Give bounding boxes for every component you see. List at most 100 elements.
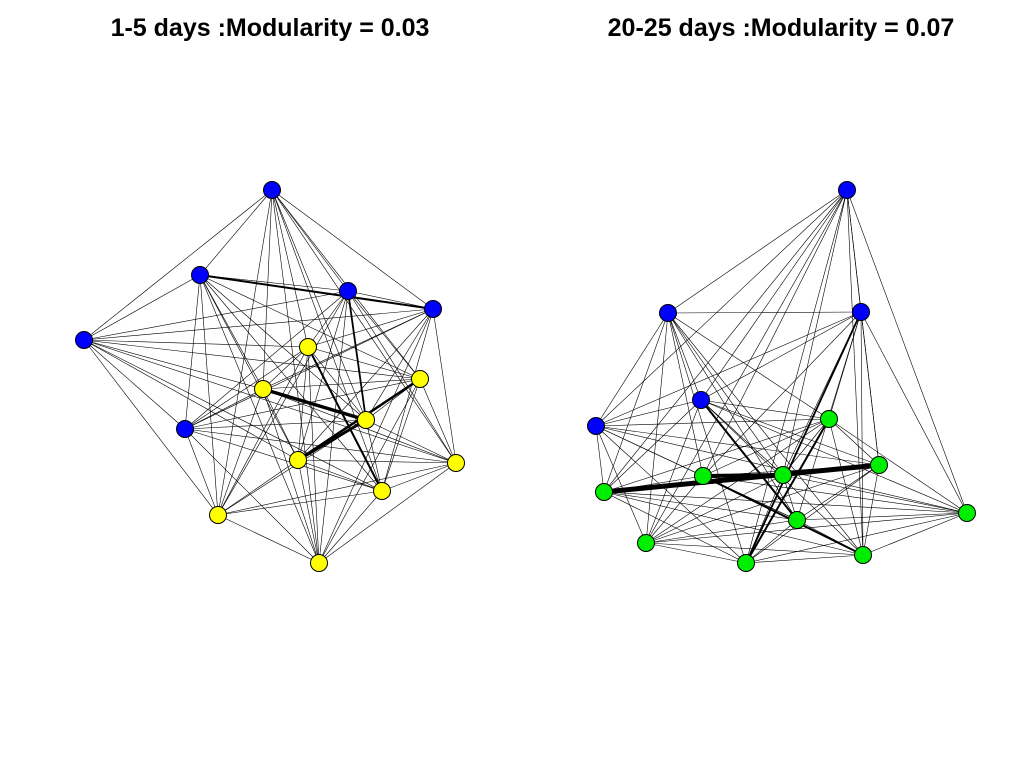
- edge-R8-R10: [603, 473, 784, 494]
- node-R8: [595, 483, 613, 501]
- edge-L2-L4: [199, 274, 434, 310]
- edge-R2-R9: [667, 312, 704, 477]
- edge-L11-L14: [217, 459, 299, 516]
- edge-R9-R13: [645, 475, 704, 544]
- node-R10: [774, 466, 792, 484]
- edge-L4-L12: [432, 308, 457, 464]
- edge-L12-L15: [318, 462, 457, 564]
- edge-R10-R13: [645, 474, 784, 544]
- edge-L4-L7: [307, 308, 434, 348]
- edge-R6-R7: [828, 418, 880, 466]
- edge-L7-L9: [307, 346, 421, 380]
- edge-R4-R7: [700, 399, 880, 466]
- node-R12: [958, 504, 976, 522]
- node-R15: [854, 546, 872, 564]
- edge-L9-L15: [318, 378, 421, 564]
- node-L4: [424, 300, 442, 318]
- node-R13: [637, 534, 655, 552]
- edge-L10-L14: [217, 419, 367, 516]
- node-L3: [339, 282, 357, 300]
- node-layer-left: [75, 181, 465, 572]
- edge-L4-L10: [365, 308, 434, 421]
- edge-R3-R12: [860, 311, 968, 514]
- edge-R1-R13: [645, 189, 848, 544]
- edge-L5-L9: [83, 339, 421, 380]
- edge-L4-L15: [318, 308, 434, 564]
- node-L7: [299, 338, 317, 356]
- edge-R12-R14: [745, 512, 968, 564]
- edge-R8-R12: [603, 491, 968, 514]
- edge-R7-R11: [796, 464, 880, 521]
- node-R9: [694, 467, 712, 485]
- edge-R7-R14: [745, 464, 880, 564]
- node-R6: [820, 410, 838, 428]
- node-L5: [75, 331, 93, 349]
- edge-R5-R7: [595, 425, 880, 466]
- edge-R8-R11: [603, 491, 798, 521]
- edge-L2-L15: [199, 274, 320, 564]
- node-R4: [692, 391, 710, 409]
- edge-R6-R9: [702, 418, 830, 477]
- edge-L1-L12: [271, 189, 457, 464]
- edge-L1-L8: [262, 189, 273, 390]
- edge-L13-L15: [318, 490, 383, 564]
- edge-R7-R15: [862, 464, 880, 556]
- edge-R2-R14: [667, 312, 747, 564]
- node-L11: [289, 451, 307, 469]
- edge-L1-L13: [271, 189, 383, 492]
- edge-R1-R5: [595, 189, 848, 427]
- edge-R1-R12: [846, 189, 968, 514]
- edge-L1-L3: [271, 189, 349, 292]
- edge-L5-L11: [83, 339, 299, 461]
- edge-R10-R14: [745, 474, 784, 564]
- edge-R1-R8: [603, 189, 848, 493]
- edge-R4-R13: [645, 399, 702, 544]
- edge-R2-R5: [595, 312, 669, 427]
- edge-L5-L8: [83, 339, 264, 390]
- edge-L5-L12: [83, 339, 457, 464]
- node-L15: [310, 554, 328, 572]
- panel-title-left: 1-5 days :Modularity = 0.03: [110, 14, 430, 42]
- edge-R9-R10: [702, 473, 784, 478]
- edge-R7-R10: [782, 463, 880, 477]
- edge-L11-L15: [297, 459, 320, 564]
- edge-L2-L13: [199, 274, 383, 492]
- edge-L3-L6: [184, 290, 349, 430]
- edge-L4-L8: [262, 308, 434, 390]
- edge-R9-R15: [702, 475, 864, 556]
- node-L6: [176, 420, 194, 438]
- edge-L4-L11: [297, 308, 434, 461]
- edge-R2-R8: [603, 312, 669, 493]
- edge-L3-L5: [83, 290, 349, 341]
- edge-L1-L5: [83, 189, 273, 341]
- edge-L14-L15: [217, 514, 320, 564]
- edge-L10-L11: [297, 418, 367, 462]
- edge-L8-L11: [262, 388, 299, 461]
- edge-L11-L13: [297, 459, 383, 492]
- edge-R3-R7: [860, 311, 880, 466]
- edge-R11-R12: [796, 512, 968, 521]
- node-R2: [659, 304, 677, 322]
- node-L2: [191, 266, 209, 284]
- edge-R1-R14: [745, 189, 848, 564]
- edge-L6-L8: [184, 388, 264, 430]
- edge-L12-L14: [217, 462, 457, 516]
- edge-R1-R4: [700, 189, 848, 401]
- edge-L3-L10: [347, 290, 367, 421]
- edge-L6-L7: [184, 346, 309, 430]
- node-L12: [447, 454, 465, 472]
- edge-L11-L12: [297, 459, 457, 464]
- edge-R4-R6: [700, 399, 830, 420]
- edge-L5-L13: [83, 339, 383, 492]
- edge-L6-L13: [184, 428, 383, 492]
- node-R11: [788, 511, 806, 529]
- edge-R4-R8: [603, 399, 702, 493]
- edge-L8-L10: [262, 387, 367, 422]
- edge-layer-left: [83, 189, 457, 564]
- node-R14: [737, 554, 755, 572]
- node-L8: [254, 380, 272, 398]
- edge-R6-R14: [745, 418, 830, 564]
- node-R1: [838, 181, 856, 199]
- edge-R14-R15: [745, 554, 864, 564]
- edge-R10-R12: [782, 474, 968, 514]
